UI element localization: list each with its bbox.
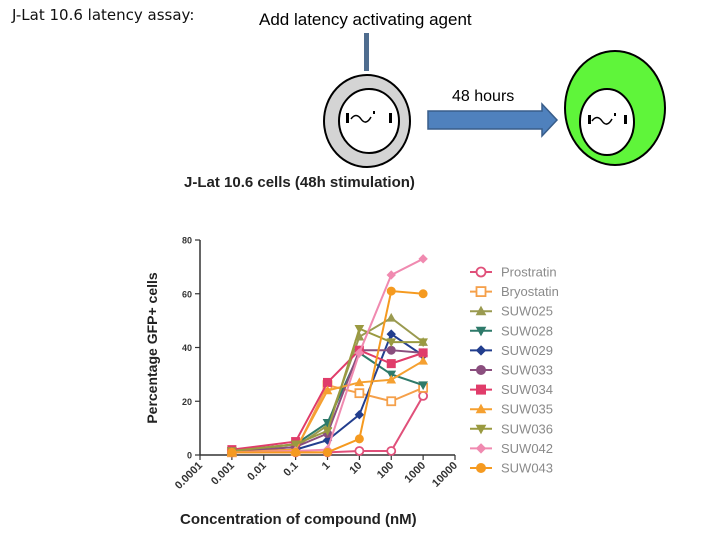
- series-line-suw035: [231, 360, 424, 454]
- dose-response-chart: 0 20 40 60 80 0.0001 0.001 0.01 0.1 1 10 100 1000 100…: [173, 236, 559, 492]
- x-tick-label: 0.001: [209, 460, 237, 488]
- legend-label-bryostatin: Bryostatin: [501, 284, 559, 299]
- data-point-suw035: [322, 385, 333, 395]
- data-point-suw042: [418, 254, 428, 264]
- x-tick-label: 0.0001: [173, 460, 205, 492]
- data-point-suw043: [386, 286, 396, 296]
- legend-label-suw033: SUW033: [501, 363, 553, 378]
- time-arrow-icon: [427, 102, 559, 138]
- assay-title: J-Lat 10.6 latency assay:: [12, 6, 195, 24]
- data-point-suw029: [354, 409, 365, 420]
- legend-label-suw025: SUW025: [501, 304, 553, 319]
- series-line-suw033: [231, 349, 424, 454]
- legend-marker-suw028: [475, 326, 487, 337]
- legend-marker-suw034: [476, 384, 486, 395]
- y-tick-label: 40: [182, 343, 192, 353]
- legend-marker-suw029: [475, 345, 487, 356]
- data-point-suw043: [354, 434, 364, 444]
- legend-marker-suw042: [475, 443, 487, 454]
- duration-label: 48 hours: [452, 88, 515, 105]
- data-point-suw025: [386, 312, 397, 322]
- data-point-suw035: [418, 355, 428, 365]
- y-tick-label: 80: [182, 236, 192, 246]
- legend-marker-suw043: [476, 463, 486, 473]
- data-point-suw043: [418, 289, 428, 299]
- data-point-suw033: [386, 345, 396, 355]
- legend-marker-suw025: [475, 305, 487, 316]
- data-point-suw042: [386, 270, 396, 280]
- legend-marker-suw036: [475, 424, 487, 435]
- x-tick-label: 10: [347, 460, 364, 477]
- agent-label: Add latency activating agent: [259, 10, 472, 29]
- data-point-bryostatin: [354, 388, 365, 399]
- data-point-suw043: [291, 447, 301, 457]
- legend-marker-suw035: [475, 403, 487, 414]
- data-point-suw028: [418, 381, 428, 391]
- data-point-suw036: [386, 338, 397, 348]
- series-line-suw036: [231, 327, 424, 452]
- x-tick-label: 1000: [402, 460, 428, 486]
- legend-label-suw028: SUW028: [501, 323, 553, 338]
- data-point-suw036: [322, 427, 333, 436]
- legend-marker-bryostatin: [475, 286, 487, 298]
- legend-label-suw034: SUW034: [501, 382, 553, 397]
- data-point-prostratin: [418, 390, 429, 401]
- data-point-prostratin: [386, 446, 397, 456]
- data-point-suw029: [386, 329, 396, 339]
- active-provirus-icon: [588, 113, 627, 125]
- legend-label-suw042: SUW042: [501, 441, 553, 456]
- x-tick-label: 0.1: [281, 460, 300, 479]
- x-tick-label: 10000: [430, 460, 460, 490]
- legend-label-suw043: SUW043: [501, 461, 553, 476]
- data-point-suw036: [354, 324, 365, 334]
- legend-label-suw035: SUW035: [501, 402, 553, 417]
- y-tick-label: 0: [187, 451, 192, 461]
- data-point-suw035: [354, 377, 365, 387]
- x-tick-label: 1: [320, 460, 333, 473]
- series-line-suw043: [231, 289, 424, 454]
- latent-provirus-icon: [346, 111, 392, 123]
- series-line-suw034: [231, 349, 424, 451]
- data-point-suw036: [418, 338, 428, 348]
- x-tick-label: 0.01: [245, 460, 269, 484]
- activated-cell-nucleus: [579, 88, 635, 156]
- series-line-suw042: [231, 257, 424, 454]
- legend-label-suw036: SUW036: [501, 421, 553, 436]
- x-tick-label: 100: [375, 460, 396, 481]
- data-point-suw042: [354, 348, 365, 358]
- data-point-suw034: [323, 377, 332, 387]
- data-point-suw043: [227, 447, 237, 457]
- down-arrow-shaft: [364, 33, 369, 71]
- data-point-prostratin: [354, 446, 365, 456]
- data-point-suw036: [290, 440, 301, 450]
- data-point-suw043: [323, 447, 332, 457]
- data-point-suw034: [418, 348, 428, 358]
- y-tick-label: 60: [182, 289, 192, 299]
- legend-label-prostratin: Prostratin: [501, 265, 557, 280]
- legend-marker-suw033: [476, 365, 486, 375]
- y-tick-label: 20: [182, 397, 192, 407]
- data-point-suw034: [386, 359, 396, 369]
- data-point-suw035: [386, 374, 397, 384]
- x-axis-label: Concentration of compound (nM): [180, 511, 417, 528]
- legend-marker-prostratin: [475, 266, 487, 278]
- chart-title: J-Lat 10.6 cells (48h stimulation): [184, 174, 415, 191]
- data-point-bryostatin: [386, 396, 397, 407]
- y-axis-label: Percentage GFP+ cells: [144, 272, 160, 424]
- legend-label-suw029: SUW029: [501, 343, 553, 358]
